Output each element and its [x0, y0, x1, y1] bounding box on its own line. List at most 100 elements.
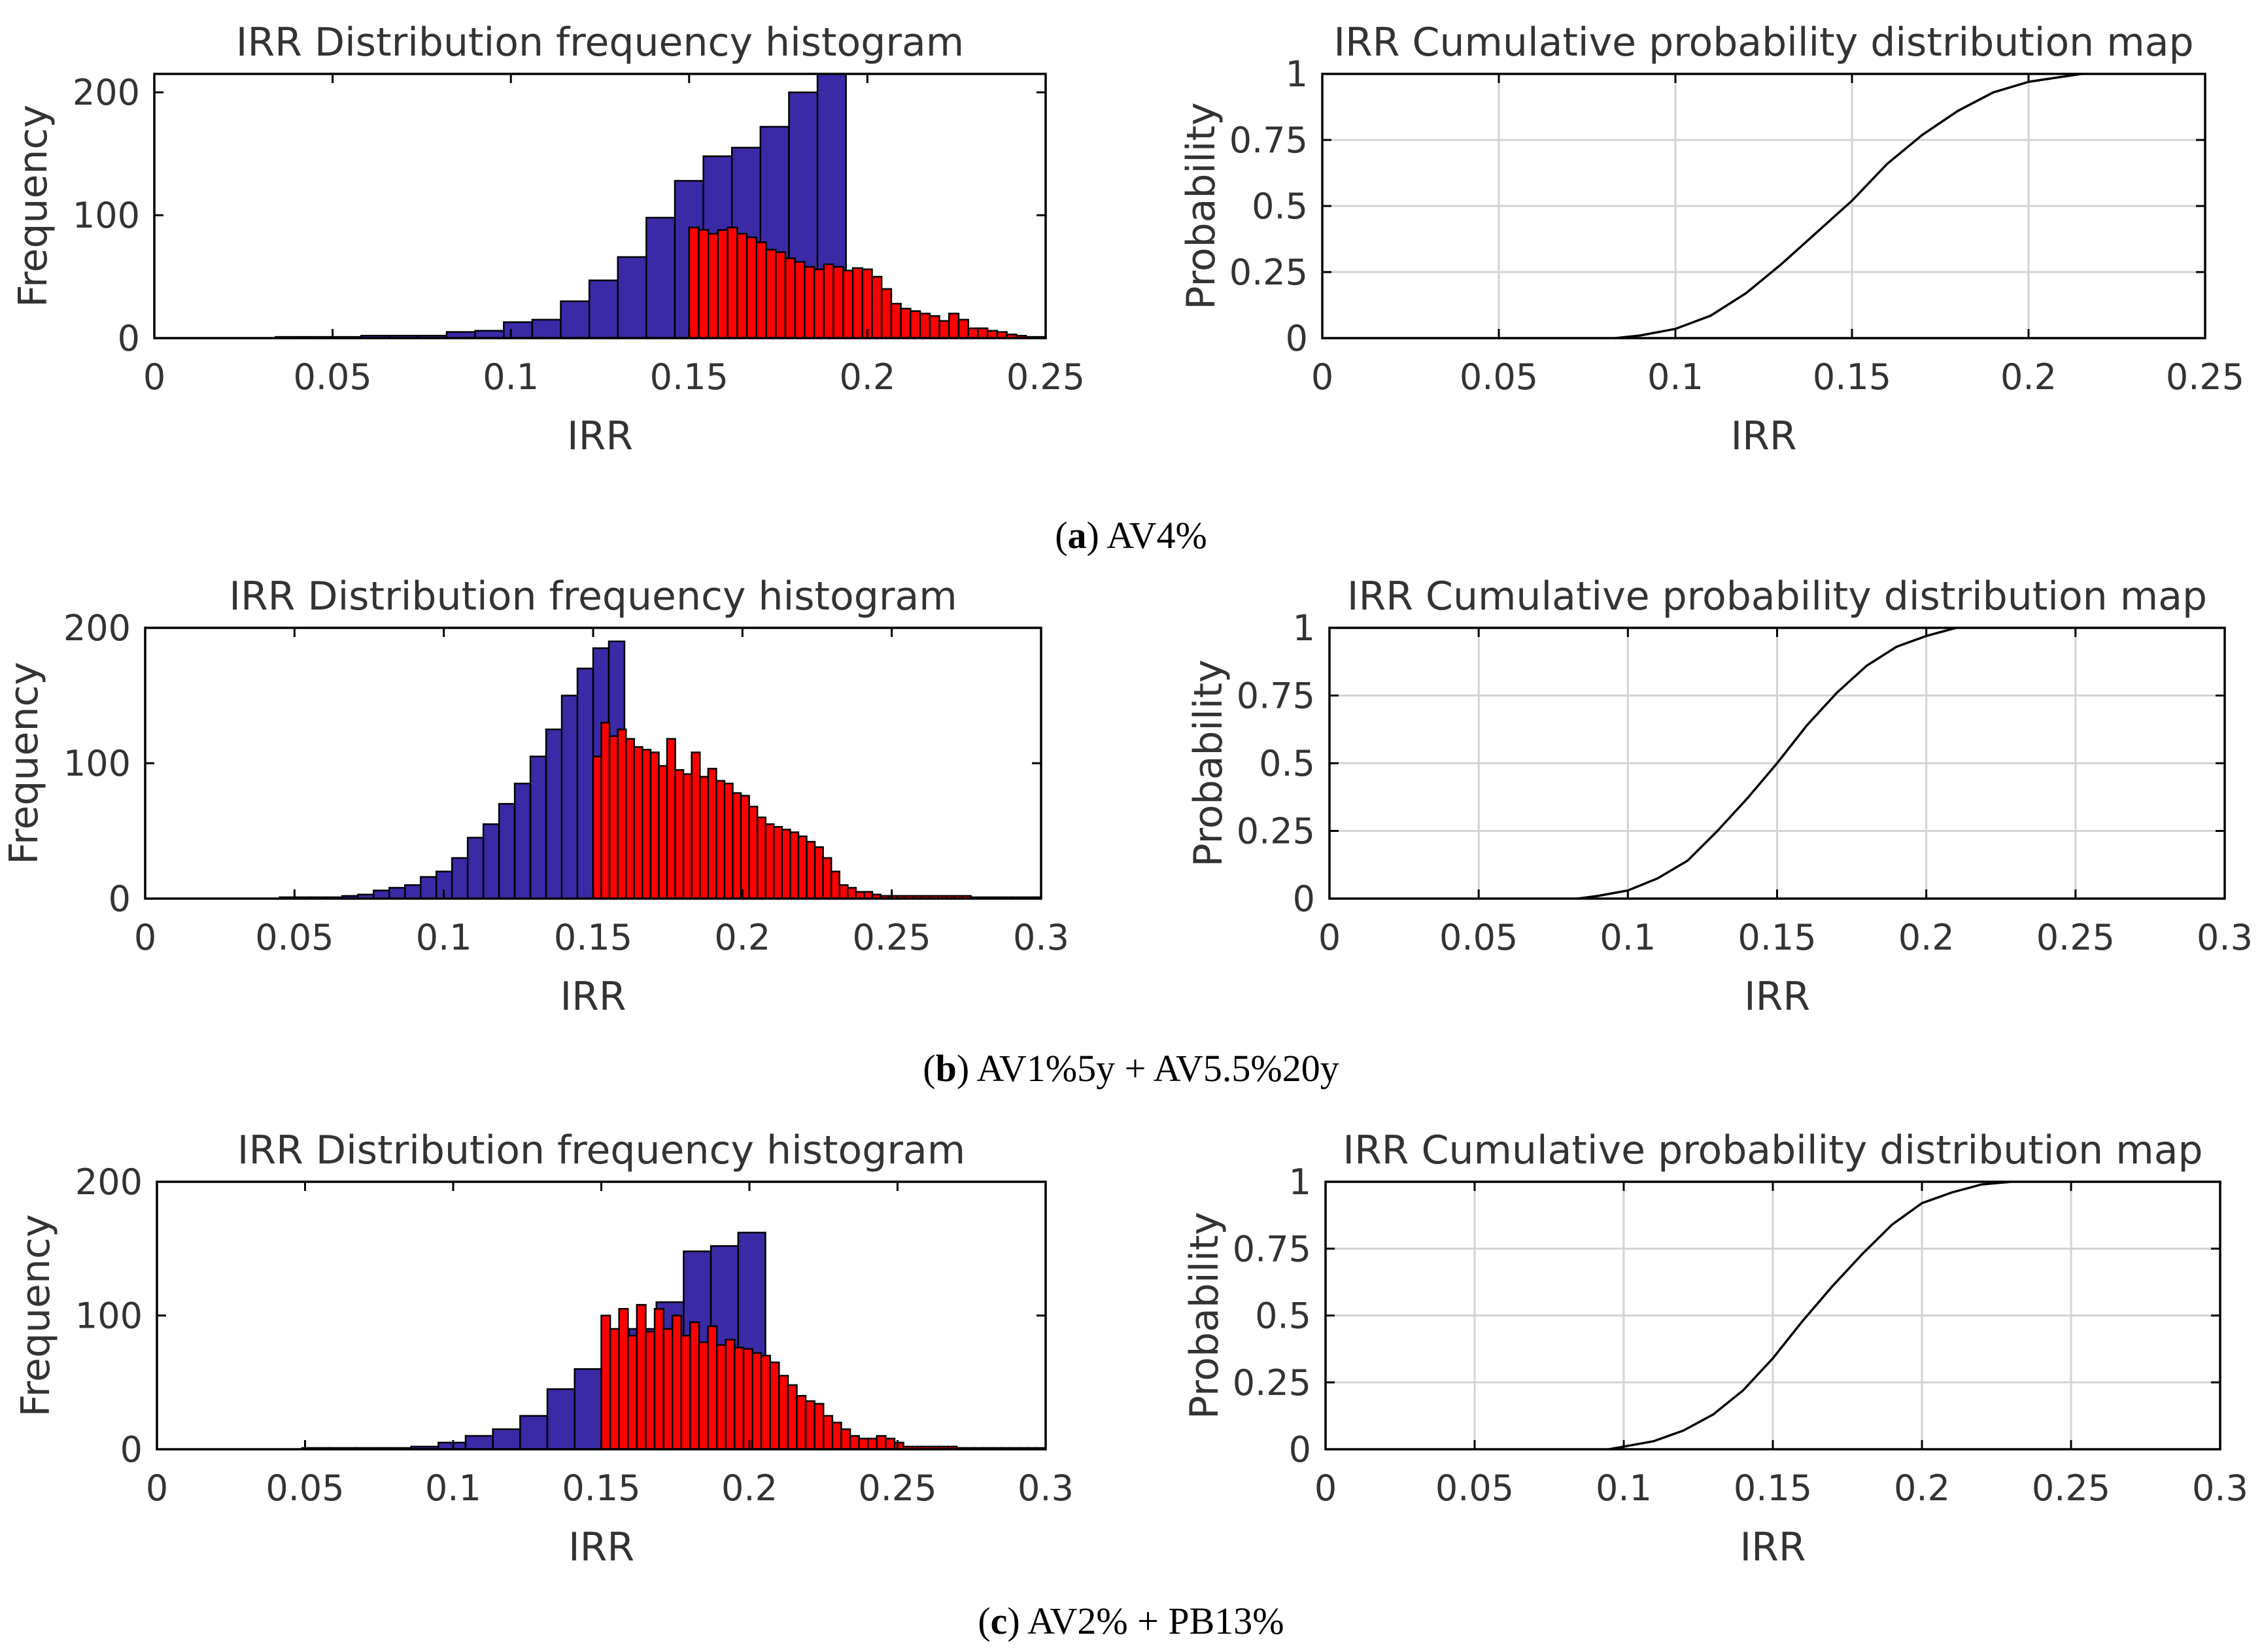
- x-tick-label: 0: [134, 917, 156, 958]
- bar-right: [900, 307, 912, 339]
- bar-right: [796, 1394, 807, 1451]
- bar-right: [773, 826, 783, 900]
- chart-4-cdf: 0 0.05 0.1 0.15 0.2 0.25 0.3 0 0.25 0.5 0.75 1 IRR C…: [1186, 574, 2253, 1020]
- bar-left: [492, 1428, 521, 1451]
- bar-right: [823, 264, 834, 339]
- bar-right: [842, 269, 854, 339]
- x-tick-label: 0.3: [1013, 917, 1069, 958]
- bar-right: [636, 1303, 647, 1451]
- bar-left: [451, 857, 469, 900]
- bar-right: [858, 1437, 869, 1451]
- x-tick-label: 0: [143, 356, 165, 398]
- bar-right: [742, 1348, 753, 1451]
- bar-left: [519, 1415, 549, 1451]
- chart-title: IRR Cumulative probability distribution …: [1347, 574, 2207, 619]
- x-tick-label: 0.25: [853, 917, 931, 958]
- bar-right: [717, 229, 728, 339]
- x-tick-label: 0.2: [714, 917, 770, 958]
- bar-right: [929, 315, 940, 339]
- bar-right: [775, 251, 787, 339]
- bar-right: [794, 261, 806, 339]
- bar-right: [736, 233, 748, 339]
- y-tick-label: 0.5: [1252, 186, 1308, 227]
- bar-left: [513, 782, 532, 900]
- bar-right: [948, 313, 960, 339]
- bar-right: [910, 310, 921, 339]
- bar-right: [649, 751, 660, 900]
- bar-right: [885, 1437, 896, 1451]
- x-tick-label: 0.1: [1600, 917, 1656, 958]
- bar-right: [707, 768, 717, 900]
- bar-right: [633, 746, 643, 900]
- bar-right: [876, 1435, 887, 1451]
- caption-b-letter: b: [935, 1047, 957, 1090]
- y-tick-label: 200: [63, 608, 131, 649]
- bar-left: [574, 1368, 603, 1451]
- bar-right: [938, 320, 950, 339]
- x-tick-label: 0.2: [721, 1468, 778, 1509]
- x-tick-label: 0.1: [1647, 356, 1704, 398]
- x-axis-label: IRR: [568, 1524, 634, 1570]
- bar-right: [707, 233, 719, 339]
- x-tick-label: 0.2: [2000, 356, 2057, 398]
- caption-b: (b) AV1%5y + AV5.5%20y: [923, 1047, 1339, 1090]
- y-tick-label: 1: [1293, 608, 1315, 649]
- x-tick-label: 0.15: [1813, 356, 1891, 398]
- bar-right: [699, 776, 710, 900]
- chart-title: IRR Distribution frequency histogram: [236, 20, 964, 65]
- bar-right: [804, 1400, 815, 1451]
- chart-5-histogram: 0 0.05 0.1 0.15 0.2 0.25 0.3 0 100 200 IRR Distrib…: [13, 1127, 1074, 1570]
- caption-a: (a) AV4%: [1055, 514, 1207, 557]
- bar-right: [698, 1341, 709, 1451]
- bar-right: [919, 313, 931, 339]
- y-axis-label: Probability: [1186, 659, 1231, 867]
- bar-right: [625, 738, 636, 900]
- bar-right: [831, 1421, 842, 1451]
- y-tick-label: 0: [1293, 878, 1315, 920]
- bar-left: [531, 318, 562, 339]
- y-axis-label: Frequency: [13, 1214, 59, 1417]
- bar-left: [545, 729, 563, 900]
- bar-left: [645, 216, 676, 339]
- bar-right: [745, 236, 758, 339]
- y-tick-label: 200: [73, 72, 140, 113]
- bar-right: [830, 870, 840, 900]
- x-tick-label: 0.15: [1734, 1468, 1812, 1509]
- bar-right: [727, 226, 738, 339]
- x-tick-label: 0.2: [1894, 1468, 1950, 1509]
- bar-left: [373, 889, 390, 900]
- bar-right: [760, 1354, 771, 1451]
- y-tick-label: 1: [1289, 1162, 1311, 1203]
- bar-left: [482, 823, 500, 900]
- bar-right: [689, 1321, 700, 1451]
- x-tick-label: 0.15: [650, 356, 728, 398]
- y-tick-label: 200: [75, 1162, 143, 1203]
- bar-left: [388, 887, 406, 900]
- y-tick-label: 0.25: [1237, 811, 1315, 852]
- bar-left: [529, 755, 547, 900]
- chart-1-histogram: 0 0.05 0.1 0.15 0.2 0.25 0 100 200 IRR Distributi…: [10, 20, 1085, 459]
- caption-c-text: AV2% + PB13%: [1020, 1600, 1284, 1642]
- y-tick-label: 100: [75, 1296, 143, 1337]
- y-tick-label: 0: [118, 318, 140, 359]
- bar-right: [688, 226, 700, 339]
- y-tick-label: 0.75: [1233, 1228, 1311, 1269]
- x-tick-label: 0.25: [2036, 917, 2115, 958]
- bar-right: [890, 303, 902, 339]
- bar-right: [666, 738, 676, 900]
- bar-right: [748, 805, 759, 900]
- chart-6-cdf: 0 0.05 0.1 0.15 0.2 0.25 0.3 0 0.25 0.5 0.75 1 IRR C…: [1182, 1127, 2248, 1570]
- bar-right: [847, 887, 857, 900]
- bar-right: [822, 857, 832, 900]
- bar-right: [765, 249, 777, 339]
- bar-right: [866, 1437, 878, 1451]
- bar-left: [560, 300, 591, 339]
- bar-right: [653, 1308, 664, 1451]
- bar-right: [723, 782, 734, 900]
- bar-right: [755, 241, 767, 339]
- x-tick-label: 0.05: [1435, 1468, 1514, 1509]
- bar-right: [698, 229, 710, 339]
- bar-right: [789, 831, 800, 900]
- caption-b-text: AV1%5y + AV5.5%20y: [969, 1047, 1339, 1090]
